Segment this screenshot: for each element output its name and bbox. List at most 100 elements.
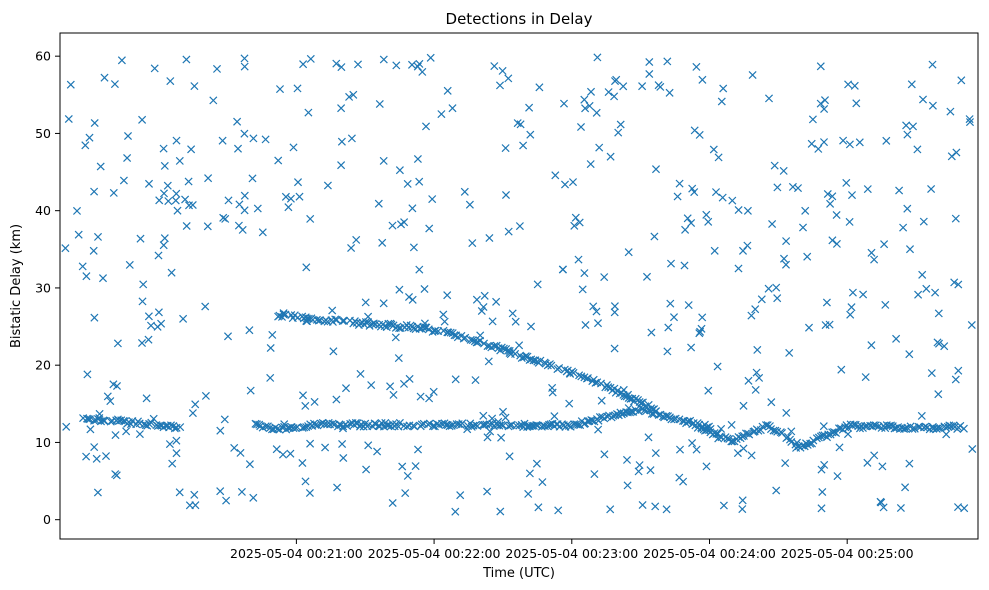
data-point — [446, 328, 455, 337]
data-point — [714, 153, 723, 162]
data-point — [792, 443, 801, 452]
data-point — [928, 60, 937, 69]
data-point — [927, 184, 936, 194]
data-point — [645, 57, 654, 67]
data-point — [957, 76, 966, 85]
data-point — [163, 181, 172, 190]
data-point — [123, 131, 133, 141]
data-point — [240, 54, 249, 63]
data-point — [498, 66, 507, 75]
data-point — [869, 421, 878, 430]
data-point — [321, 443, 330, 452]
data-point — [268, 330, 277, 339]
data-point — [155, 196, 164, 205]
data-point — [590, 470, 599, 479]
data-point — [903, 130, 912, 139]
data-point — [711, 188, 721, 197]
data-point — [504, 227, 513, 236]
data-point — [191, 501, 200, 510]
data-point — [222, 496, 231, 505]
data-point — [338, 316, 347, 326]
data-point — [328, 306, 337, 315]
data-point — [739, 444, 748, 453]
data-point — [576, 122, 586, 132]
data-point — [555, 363, 564, 373]
data-point — [747, 451, 756, 460]
data-point — [692, 445, 701, 454]
data-point — [504, 74, 513, 83]
data-point — [646, 466, 655, 475]
data-point — [785, 348, 794, 357]
data-point — [374, 199, 383, 208]
data-point — [616, 120, 625, 129]
data-point — [203, 222, 212, 231]
data-point — [301, 477, 310, 486]
data-point — [235, 200, 244, 209]
data-point — [101, 452, 111, 461]
data-point — [710, 246, 719, 255]
data-point — [246, 386, 255, 395]
data-point — [62, 422, 71, 431]
data-point — [367, 381, 376, 390]
data-point — [188, 409, 197, 418]
data-point — [880, 240, 889, 249]
data-point — [204, 174, 213, 183]
data-point — [673, 192, 682, 201]
data-point — [93, 488, 102, 497]
data-point — [929, 424, 938, 433]
data-point — [182, 55, 191, 64]
data-point — [409, 243, 418, 252]
data-point — [261, 135, 270, 144]
data-point — [429, 387, 438, 396]
data-point — [439, 310, 448, 319]
data-point — [690, 126, 699, 135]
data-point — [899, 223, 908, 232]
data-point — [919, 217, 928, 226]
data-point — [940, 342, 949, 351]
data-point — [495, 81, 505, 90]
data-point — [828, 192, 837, 201]
data-point — [112, 381, 122, 391]
data-point — [814, 144, 823, 153]
data-point — [757, 295, 766, 304]
data-point — [767, 398, 776, 407]
data-point — [532, 459, 541, 468]
data-point — [379, 55, 388, 64]
data-point — [302, 263, 311, 272]
data-point — [634, 467, 643, 476]
data-point — [188, 200, 197, 210]
data-point — [871, 421, 880, 430]
data-point — [546, 420, 555, 429]
data-point — [833, 472, 842, 481]
plot-frame — [59, 32, 979, 540]
data-point — [855, 138, 864, 147]
data-point — [373, 447, 382, 456]
data-point — [338, 424, 348, 433]
data-point — [817, 504, 826, 513]
data-point — [159, 189, 169, 198]
data-point — [933, 338, 942, 347]
data-point — [651, 449, 660, 458]
data-point — [191, 400, 200, 409]
data-point — [636, 403, 645, 412]
data-point — [680, 261, 689, 270]
data-point — [968, 444, 977, 454]
data-point — [642, 272, 652, 281]
data-point — [245, 460, 254, 469]
data-point — [426, 53, 435, 62]
data-point — [804, 323, 814, 332]
data-point — [511, 349, 520, 358]
data-point — [845, 217, 854, 226]
data-point — [394, 354, 403, 363]
data-point — [258, 228, 267, 237]
data-point — [844, 423, 853, 433]
data-point — [593, 319, 603, 328]
data-point — [828, 236, 837, 245]
data-point — [460, 187, 469, 196]
data-point — [408, 204, 417, 213]
data-point — [310, 397, 319, 406]
data-point — [443, 291, 452, 300]
data-point — [401, 489, 410, 498]
data-point — [392, 61, 401, 70]
data-point — [84, 415, 93, 424]
